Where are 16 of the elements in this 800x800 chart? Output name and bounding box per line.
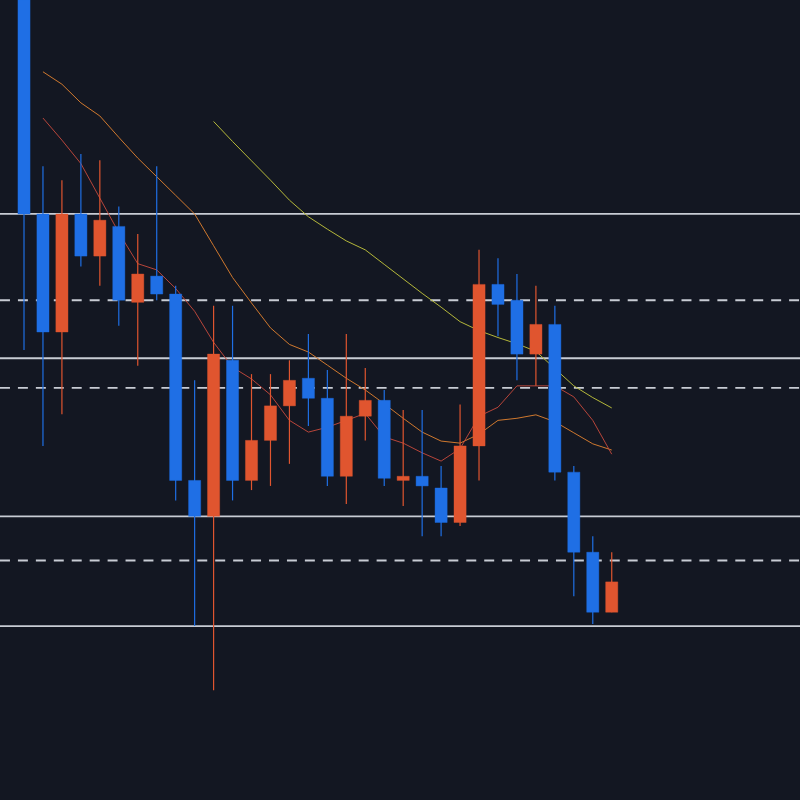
candlestick [131,233,145,367]
candlestick [150,165,163,301]
candlestick [415,409,429,537]
candlestick [302,333,315,427]
candlestick [93,159,107,287]
candlestick [434,465,448,537]
candlestick [245,373,258,491]
candlestick [74,153,88,268]
candlestick [188,379,201,627]
candlestick [529,285,543,387]
candlestick [283,359,296,465]
candlestick [359,367,372,441]
candlestick [264,373,277,487]
candlestick [491,257,505,337]
candlestick [605,551,618,613]
candlestick [396,409,410,507]
